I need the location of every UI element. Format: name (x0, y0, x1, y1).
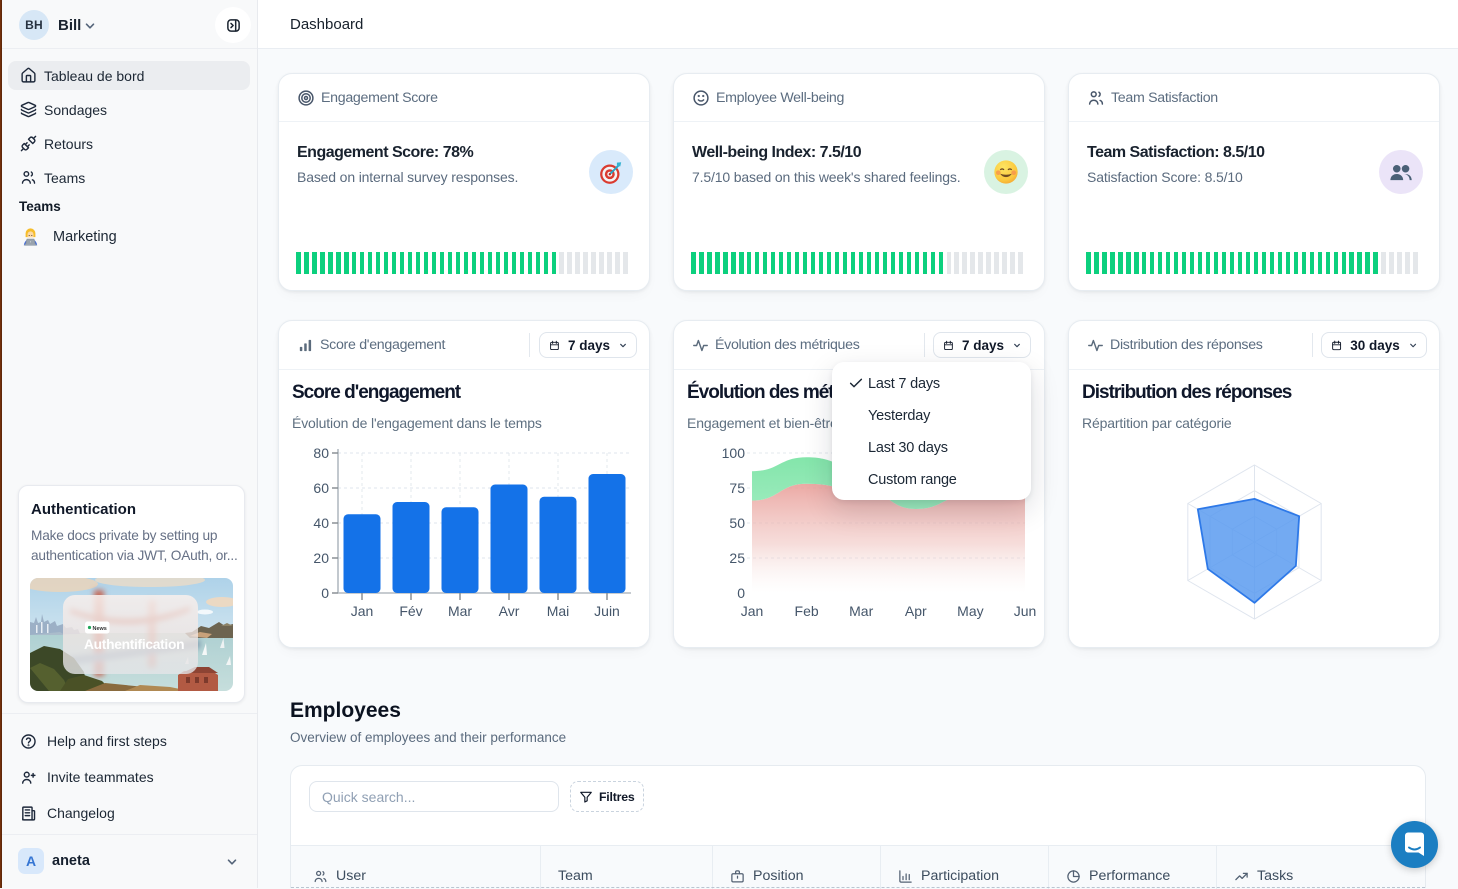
svg-text:50: 50 (729, 515, 745, 531)
svg-text:20: 20 (313, 550, 329, 566)
svg-text:Mar: Mar (849, 603, 873, 619)
svg-text:100: 100 (722, 445, 746, 461)
svg-text:0: 0 (321, 585, 329, 601)
svg-text:Fév: Fév (399, 603, 422, 619)
svg-text:Mai: Mai (547, 603, 570, 619)
svg-text:60: 60 (313, 480, 329, 496)
svg-text:75: 75 (729, 480, 745, 496)
svg-text:May: May (957, 603, 983, 619)
svg-text:25: 25 (729, 550, 745, 566)
svg-text:Authentification: Authentification (84, 637, 184, 652)
svg-text:Jun: Jun (1014, 603, 1037, 619)
svg-text:Mar: Mar (448, 603, 472, 619)
svg-text:Jan: Jan (741, 603, 764, 619)
svg-text:Juin: Juin (594, 603, 620, 619)
svg-text:80: 80 (313, 445, 329, 461)
svg-text:Feb: Feb (795, 603, 819, 619)
svg-text:Jan: Jan (351, 603, 374, 619)
svg-text:News: News (93, 626, 107, 632)
svg-text:40: 40 (313, 515, 329, 531)
svg-text:0: 0 (737, 585, 745, 601)
svg-text:Avr: Avr (499, 603, 520, 619)
svg-text:Apr: Apr (905, 603, 927, 619)
